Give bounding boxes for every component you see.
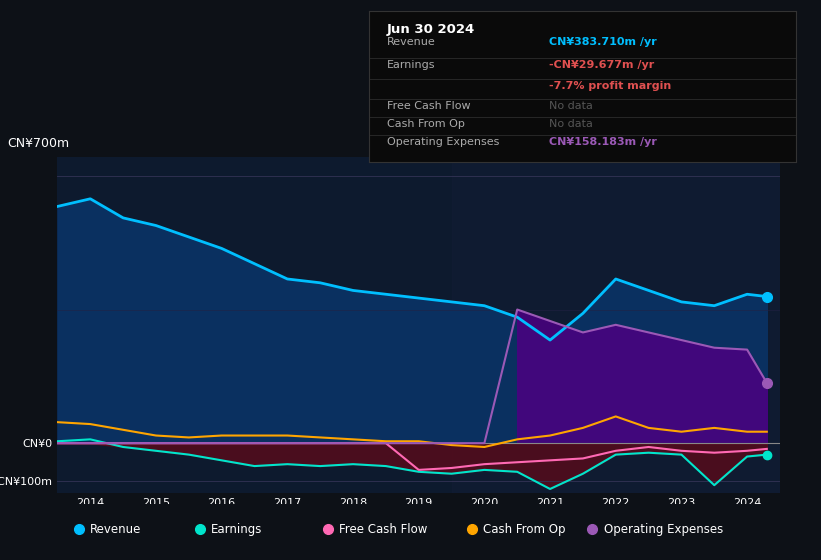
- Text: Free Cash Flow: Free Cash Flow: [387, 101, 470, 111]
- Text: Operating Expenses: Operating Expenses: [387, 137, 499, 147]
- Text: No data: No data: [548, 101, 593, 111]
- Text: CN¥383.710m /yr: CN¥383.710m /yr: [548, 37, 657, 47]
- Text: -7.7% profit margin: -7.7% profit margin: [548, 81, 671, 91]
- Text: Cash From Op: Cash From Op: [483, 522, 566, 536]
- Text: Free Cash Flow: Free Cash Flow: [339, 522, 428, 536]
- Text: Revenue: Revenue: [90, 522, 141, 536]
- Text: -CN¥29.677m /yr: -CN¥29.677m /yr: [548, 60, 654, 70]
- Text: Cash From Op: Cash From Op: [387, 119, 465, 129]
- Text: No data: No data: [548, 119, 593, 129]
- Text: Revenue: Revenue: [387, 37, 435, 47]
- Text: CN¥158.183m /yr: CN¥158.183m /yr: [548, 137, 657, 147]
- Text: Earnings: Earnings: [211, 522, 263, 536]
- Bar: [452, 157, 780, 493]
- Text: Operating Expenses: Operating Expenses: [603, 522, 723, 536]
- Text: Earnings: Earnings: [387, 60, 435, 70]
- Text: CN¥700m: CN¥700m: [7, 137, 69, 150]
- Text: Jun 30 2024: Jun 30 2024: [387, 24, 475, 36]
